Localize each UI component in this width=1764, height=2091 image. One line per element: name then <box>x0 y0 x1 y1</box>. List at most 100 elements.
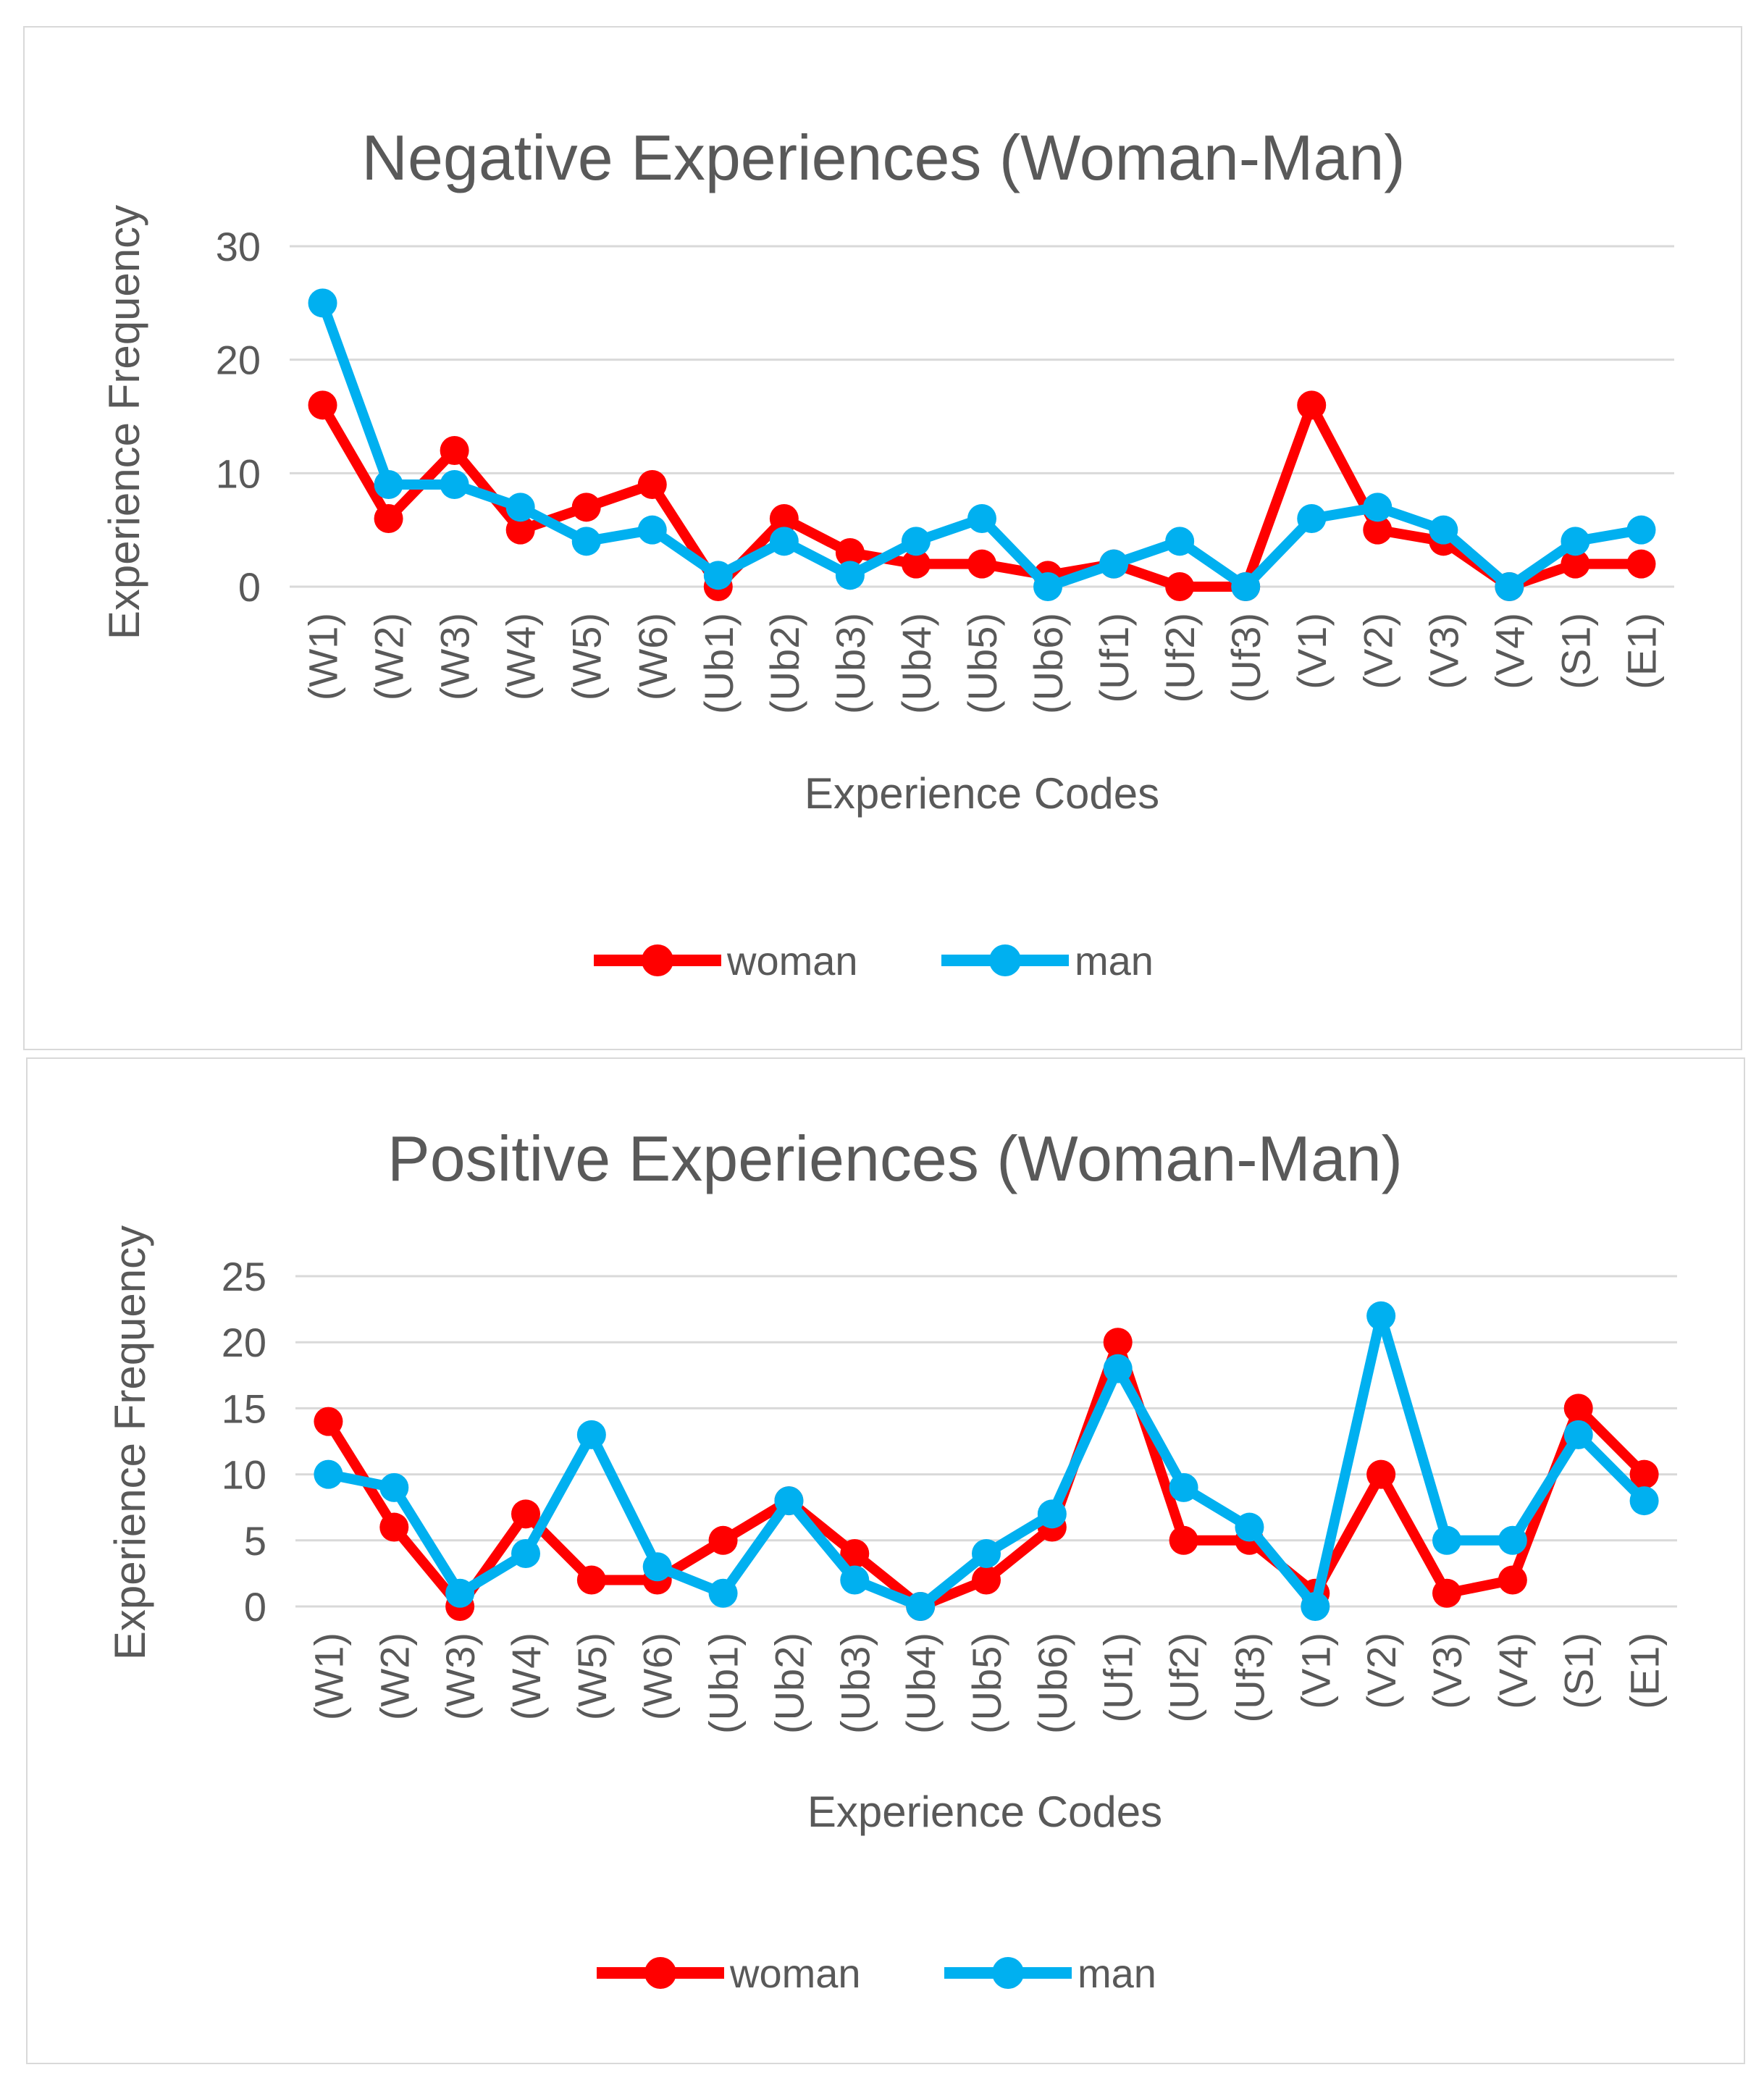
data-point-man <box>1498 1525 1527 1555</box>
data-point-woman <box>374 504 403 533</box>
x-tick-label: (Ub2) <box>766 1633 812 1734</box>
data-point-man <box>835 561 865 590</box>
data-point-woman <box>1103 1328 1133 1357</box>
data-point-man <box>708 1578 738 1608</box>
data-point-woman <box>511 1499 540 1529</box>
data-point-man <box>906 1592 936 1621</box>
data-point-woman <box>972 1565 1001 1595</box>
x-tick-label: (W6) <box>635 1633 681 1720</box>
data-point-man <box>440 470 469 499</box>
x-tick-label: (Uf3) <box>1227 1633 1272 1722</box>
x-tick-label: (Ub3) <box>832 1633 878 1734</box>
data-point-man <box>1561 527 1590 556</box>
data-point-man <box>1165 527 1195 556</box>
x-tick-label: (V1) <box>1289 613 1335 690</box>
y-tick-label: 30 <box>216 224 261 269</box>
y-tick-label: 25 <box>222 1254 266 1299</box>
x-tick-label: (W3) <box>432 613 478 700</box>
data-point-woman <box>840 1539 870 1569</box>
data-point-woman <box>835 538 865 567</box>
x-tick-label: (Ub1) <box>696 613 742 714</box>
x-tick-label: (Ub1) <box>701 1633 747 1734</box>
data-point-woman <box>1432 1578 1461 1608</box>
x-axis-title: Experience Codes <box>807 1788 1162 1836</box>
x-tick-label: (Ub2) <box>762 613 807 714</box>
data-point-man <box>774 1486 804 1516</box>
negative-chart-canvas: Negative Experiences (Woman-Man) 0 10 20 30 (… <box>100 122 1674 984</box>
x-tick-label: (W1) <box>301 613 346 700</box>
x-tick-label: (W5) <box>564 613 610 700</box>
x-tick-label: (W5) <box>569 1633 615 1720</box>
data-point-man <box>642 1552 672 1582</box>
x-tick-label: (E1) <box>1618 613 1664 690</box>
x-axis-title: Experience Codes <box>805 769 1159 818</box>
data-point-man <box>1169 1472 1198 1502</box>
data-point-man <box>1363 493 1393 522</box>
legend-marker-man <box>989 944 1021 976</box>
x-tick-label: (V1) <box>1293 1633 1338 1709</box>
y-tick-label: 20 <box>222 1320 266 1365</box>
x-tick-label: (Uf1) <box>1096 1633 1141 1722</box>
x-tick-label: (W4) <box>503 1633 549 1720</box>
data-point-man <box>1099 549 1129 579</box>
data-point-man <box>840 1565 870 1595</box>
positive-experiences-chart: Positive Experiences (Woman-Man) 0 5 10 15 20… <box>26 1057 1745 2064</box>
data-point-woman <box>1498 1565 1527 1595</box>
data-point-woman <box>1169 1525 1198 1555</box>
data-point-man <box>445 1578 475 1608</box>
data-point-man <box>1103 1354 1133 1383</box>
x-tick-label: (S1) <box>1553 613 1598 690</box>
x-tick-label: (W1) <box>306 1633 351 1720</box>
data-point-man <box>1366 1301 1396 1331</box>
data-point-man <box>1432 1525 1461 1555</box>
x-tick-label: (Uf2) <box>1162 1633 1207 1722</box>
x-tick-label: (W4) <box>498 613 544 700</box>
data-point-man <box>637 515 667 545</box>
x-tick-label: (Uf3) <box>1223 613 1269 703</box>
data-point-man <box>576 1420 606 1449</box>
data-point-man <box>1231 572 1261 601</box>
legend-label-woman: woman <box>729 1950 861 1996</box>
data-point-woman <box>308 390 337 420</box>
data-point-man <box>1629 1486 1659 1516</box>
data-point-woman <box>379 1512 409 1542</box>
data-point-woman <box>1563 1394 1593 1423</box>
data-point-man <box>1235 1512 1264 1542</box>
legend-marker-man <box>992 1957 1024 1989</box>
data-point-man <box>571 527 601 556</box>
x-tick-label: (W3) <box>437 1633 483 1720</box>
data-point-woman <box>1363 515 1393 545</box>
data-point-woman <box>1626 549 1656 579</box>
data-point-woman <box>967 549 996 579</box>
data-point-woman <box>1165 572 1195 601</box>
y-tick-label: 15 <box>222 1386 266 1431</box>
data-point-man <box>1301 1592 1330 1621</box>
data-point-woman <box>637 470 667 499</box>
y-tick-label: 20 <box>216 338 261 383</box>
data-point-man <box>308 288 337 318</box>
x-tick-label: (S1) <box>1556 1633 1602 1709</box>
x-tick-label: (Ub3) <box>828 613 873 714</box>
x-tick-label: (W2) <box>371 1633 417 1720</box>
data-point-woman <box>769 504 799 533</box>
y-axis-title: Experience Frequency <box>100 205 148 640</box>
legend-marker-woman <box>644 1957 676 1989</box>
x-tick-label: (V3) <box>1421 613 1466 690</box>
data-point-man <box>769 527 799 556</box>
positive-chart-canvas: Positive Experiences (Woman-Man) 0 5 10 15 20… <box>106 1123 1677 1996</box>
data-point-man <box>379 1472 409 1502</box>
x-tick-label: (V4) <box>1487 613 1532 690</box>
data-point-man <box>1037 1499 1067 1529</box>
data-point-woman <box>576 1565 606 1595</box>
x-tick-label: (Ub4) <box>898 1633 944 1734</box>
data-point-woman <box>440 436 469 465</box>
x-tick-label: (Ub6) <box>1030 1633 1075 1734</box>
y-tick-label: 10 <box>216 451 261 496</box>
data-point-woman <box>1629 1459 1659 1489</box>
data-point-woman <box>571 493 601 522</box>
x-tick-label: (V3) <box>1424 1633 1470 1709</box>
x-tick-label: (V2) <box>1355 613 1400 690</box>
data-point-man <box>314 1459 343 1489</box>
data-point-man <box>901 527 931 556</box>
x-tick-label: (V4) <box>1490 1633 1536 1709</box>
